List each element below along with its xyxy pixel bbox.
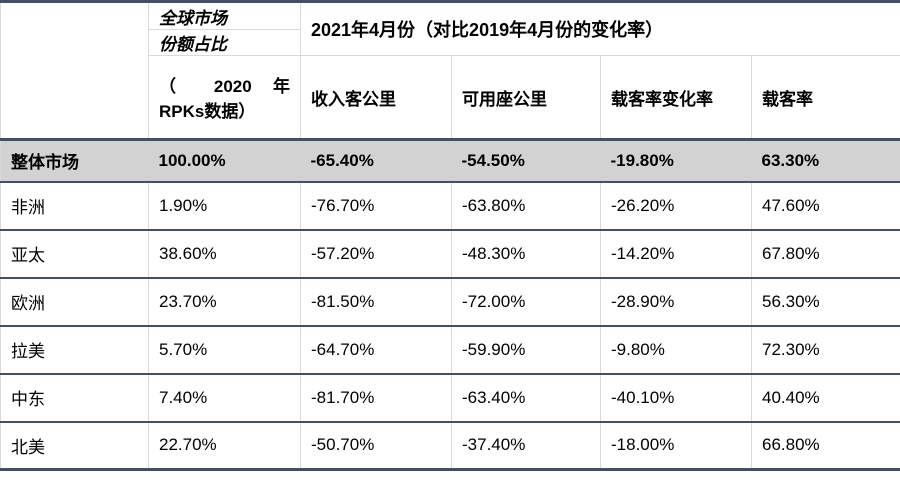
- value-cell: -19.80%: [600, 138, 752, 183]
- column-header-load-factor-change: 载客率变化率: [600, 55, 752, 140]
- value-cell: -76.70%: [300, 181, 452, 231]
- table-row-north-america: 北美 22.70% -50.70% -37.40% -18.00% 66.80%: [0, 421, 900, 471]
- table-row-africa: 非洲 1.90% -76.70% -63.80% -26.20% 47.60%: [0, 181, 900, 231]
- value-cell: 38.60%: [148, 229, 301, 279]
- table-row-middle-east: 中东 7.40% -81.70% -63.40% -40.10% 40.40%: [0, 373, 900, 423]
- header-row-1: 全球市场 2021年4月份（对比2019年4月份的变化率）: [0, 1, 900, 140]
- table-row-total: 整体市场 100.00% -65.40% -54.50% -19.80% 63.…: [0, 138, 900, 183]
- region-cell: 非洲: [0, 181, 149, 231]
- value-cell: 1.90%: [148, 181, 301, 231]
- value-cell: 67.80%: [750, 229, 900, 279]
- period-title: 2021年4月份（对比2019年4月份的变化率）: [299, 1, 900, 56]
- region-cell: 亚太: [0, 229, 149, 279]
- value-cell: -59.90%: [451, 325, 601, 375]
- table-row-latin-america: 拉美 5.70% -64.70% -59.90% -9.80% 72.30%: [0, 325, 900, 375]
- region-cell: 整体市场: [0, 138, 149, 183]
- value-cell: -14.20%: [600, 229, 752, 279]
- share-title-line2: 份额占比: [148, 29, 301, 56]
- table-row-europe: 欧洲 23.70% -81.50% -72.00% -28.90% 56.30%: [0, 277, 900, 327]
- value-cell: 56.30%: [750, 277, 900, 327]
- market-share-table: 全球市场 2021年4月份（对比2019年4月份的变化率） 份额占比 （ 202…: [0, 0, 900, 471]
- value-cell: 22.70%: [148, 421, 301, 471]
- column-header-rpk: 收入客公里: [300, 55, 452, 140]
- value-cell: 5.70%: [148, 325, 301, 375]
- share-title-line1: 全球市场: [148, 1, 301, 30]
- header-row-3: （ 2020 年 RPKs数据） 收入客公里 可用座公里 载客率变化率 载客率: [1, 55, 900, 140]
- table-row-asia-pacific: 亚太 38.60% -57.20% -48.30% -14.20% 67.80%: [0, 229, 900, 279]
- value-cell: -37.40%: [451, 421, 601, 471]
- share-subtitle-line1: （ 2020 年: [159, 77, 290, 96]
- value-cell: 100.00%: [148, 138, 301, 183]
- region-cell: 北美: [0, 421, 149, 471]
- value-cell: -57.20%: [300, 229, 452, 279]
- value-cell: -28.90%: [600, 277, 752, 327]
- value-cell: -26.20%: [600, 181, 752, 231]
- value-cell: 23.70%: [148, 277, 301, 327]
- value-cell: 66.80%: [750, 421, 900, 471]
- value-cell: -40.10%: [600, 373, 752, 423]
- value-cell: -72.00%: [451, 277, 601, 327]
- share-subtitle-line2: RPKs数据）: [159, 102, 256, 121]
- value-cell: -54.50%: [451, 138, 601, 183]
- value-cell: -48.30%: [451, 229, 601, 279]
- value-cell: 47.60%: [750, 181, 900, 231]
- column-header-ask: 可用座公里: [451, 55, 601, 140]
- corner-cell: [0, 1, 149, 140]
- value-cell: -63.40%: [451, 373, 601, 423]
- value-cell: 63.30%: [751, 138, 900, 183]
- value-cell: 40.40%: [750, 373, 900, 423]
- value-cell: -81.50%: [300, 277, 452, 327]
- value-cell: -65.40%: [300, 138, 452, 183]
- value-cell: -50.70%: [300, 421, 452, 471]
- value-cell: -9.80%: [600, 325, 752, 375]
- region-cell: 欧洲: [0, 277, 149, 327]
- region-cell: 拉美: [0, 325, 149, 375]
- share-subtitle-cell: （ 2020 年 RPKs数据）: [148, 55, 301, 140]
- region-cell: 中东: [0, 373, 149, 423]
- value-cell: -81.70%: [300, 373, 452, 423]
- value-cell: -63.80%: [451, 181, 601, 231]
- value-cell: -64.70%: [300, 325, 452, 375]
- value-cell: 72.30%: [750, 325, 900, 375]
- column-header-load-factor: 载客率: [750, 55, 900, 140]
- value-cell: -18.00%: [600, 421, 752, 471]
- value-cell: 7.40%: [148, 373, 301, 423]
- header-row-2: 份额占比: [1, 29, 900, 56]
